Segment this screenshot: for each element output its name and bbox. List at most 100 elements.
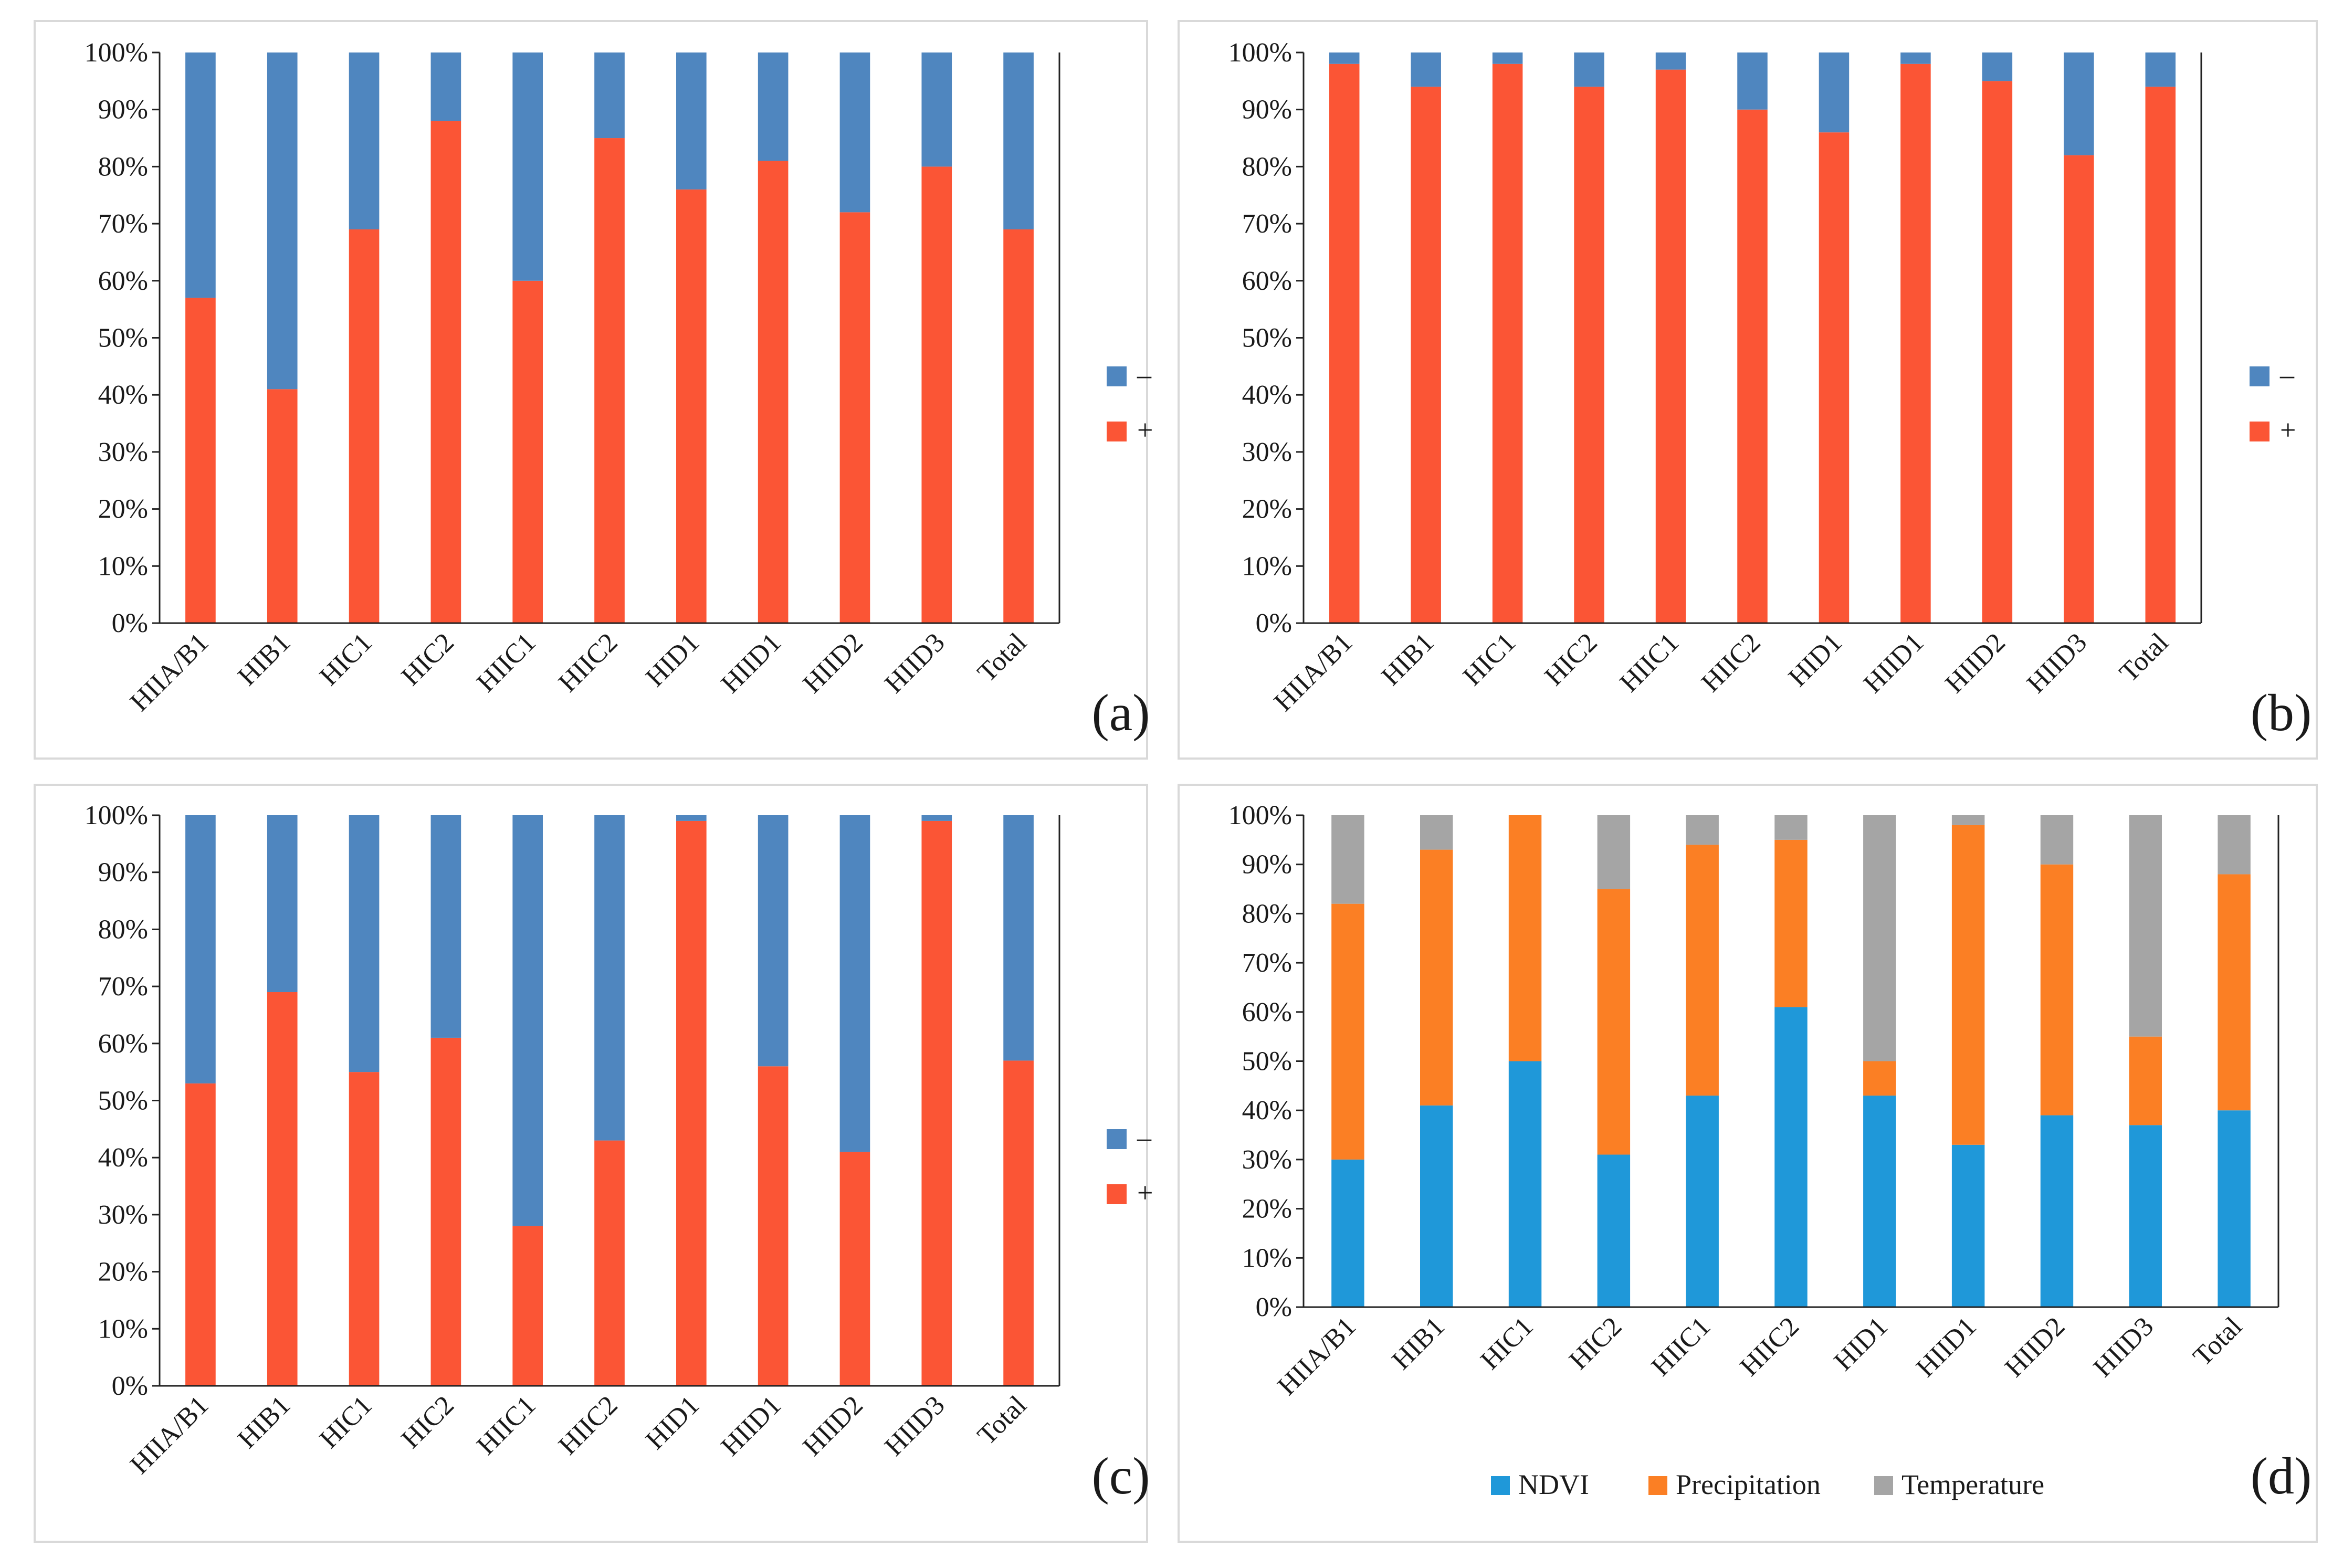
y-tick-label: 60% <box>1242 266 1292 296</box>
y-tick-label: 80% <box>1242 899 1292 929</box>
legend-swatch <box>1107 366 1127 386</box>
bar-segment-c-HIB1-– <box>267 815 298 992</box>
legend-swatch <box>1648 1476 1667 1495</box>
bar-segment-d-HID1-precipitation <box>1863 1061 1896 1096</box>
bar-segment-d-HIID3-precipitation <box>2129 1036 2162 1125</box>
bar-segment-c-HIC2-– <box>430 815 461 1038</box>
bar-segment-d-Total-temperature <box>2218 815 2251 875</box>
bar-segment-d-HIB1-ndvi <box>1420 1105 1453 1307</box>
bar-segment-d-HIIC2-ndvi <box>1774 1007 1808 1307</box>
legend-label: NDVI <box>1518 1469 1589 1500</box>
bar-segment-a-HIC1-+ <box>349 229 380 624</box>
bar-segment-d-HID1-temperature <box>1863 815 1896 1061</box>
bar-segment-a-HIID3-+ <box>921 166 952 623</box>
bar-segment-a-HIID1-– <box>758 52 789 161</box>
bar-segment-b-HIID1-+ <box>1900 64 1931 624</box>
legend-swatch <box>1491 1476 1510 1495</box>
y-tick-label: 90% <box>98 858 148 888</box>
bar-segment-d-HIIC1-precipitation <box>1686 845 1719 1096</box>
panel-label: (b) <box>2251 683 2312 742</box>
y-tick-label: 0% <box>112 1371 148 1401</box>
panel-frame <box>34 20 1148 760</box>
bar-segment-c-HIIA-B1-+ <box>185 1083 216 1386</box>
bar-segment-c-HIC2-+ <box>430 1037 461 1386</box>
bar-segment-c-HIID1-– <box>758 815 789 1067</box>
bar-segment-a-HID1-– <box>676 52 707 190</box>
bar-segment-a-HIID1-+ <box>758 161 789 623</box>
y-tick-label: 100% <box>85 38 148 68</box>
bar-segment-b-HIIA-B1-– <box>1329 52 1360 64</box>
bar-segment-c-HIID3-– <box>921 815 952 821</box>
bar-segment-d-HIIC1-ndvi <box>1686 1096 1719 1307</box>
bar-segment-d-HIIA-B1-temperature <box>1331 815 1364 904</box>
bar-segment-a-HIB1-+ <box>267 389 298 623</box>
bar-segment-d-HIID1-ndvi <box>1951 1144 1985 1307</box>
bar-segment-b-HIIC1-+ <box>1655 69 1686 624</box>
bar-segment-d-HIIA-B1-precipitation <box>1331 903 1364 1160</box>
bar-segment-c-HIID3-+ <box>921 820 952 1386</box>
legend-swatch <box>1107 1129 1127 1149</box>
bar-segment-c-HIIC2-– <box>594 815 625 1141</box>
y-tick-label: 10% <box>1242 551 1292 581</box>
legend-swatch <box>2250 422 2270 441</box>
bar-segment-d-Total-precipitation <box>2218 874 2251 1111</box>
bar-segment-a-HIID2-– <box>839 52 870 213</box>
bar-segment-a-HIID3-– <box>921 52 952 167</box>
y-tick-label: 70% <box>1242 209 1292 239</box>
y-tick-label: 40% <box>98 380 148 410</box>
y-tick-label: 0% <box>1256 1292 1292 1322</box>
y-tick-label: 60% <box>1242 997 1292 1027</box>
chart-panel-c: 0%10%20%30%40%50%60%70%80%90%100%HIIA/B1… <box>34 784 1153 1543</box>
bar-segment-d-HIID2-temperature <box>2040 815 2074 865</box>
bar-segment-c-Total-– <box>1003 815 1034 1061</box>
bar-segment-d-HIID2-precipitation <box>2040 864 2074 1116</box>
chart-panel-d: 0%10%20%30%40%50%60%70%80%90%100%HIIA/B1… <box>1178 784 2318 1543</box>
bar-segment-b-HIC1-– <box>1492 52 1523 64</box>
bar-segment-b-HID1-+ <box>1819 132 1850 623</box>
legend-label: Precipitation <box>1676 1469 1821 1500</box>
bar-segment-a-HIC1-– <box>349 52 380 229</box>
legend-label: + <box>1137 414 1153 446</box>
bar-segment-c-HIIC1-– <box>512 815 543 1226</box>
y-tick-label: 30% <box>1242 1145 1292 1175</box>
y-tick-label: 20% <box>98 494 148 524</box>
bar-segment-c-HIC1-– <box>349 815 380 1072</box>
bar-segment-b-HIID2-– <box>1982 52 2013 81</box>
bar-segment-c-HID1-– <box>676 815 707 821</box>
bar-segment-c-HIIC1-+ <box>512 1226 543 1386</box>
bar-segment-a-Total-– <box>1003 52 1034 229</box>
bar-segment-d-HIC2-temperature <box>1597 815 1631 889</box>
bar-segment-c-HIB1-+ <box>267 992 298 1386</box>
y-tick-label: 80% <box>98 152 148 182</box>
bar-segment-d-HIC1-precipitation <box>1508 815 1542 1061</box>
legend-label: + <box>1137 1177 1153 1208</box>
bar-segment-a-HIC2-– <box>430 52 461 121</box>
bar-segment-d-HID1-ndvi <box>1863 1096 1896 1307</box>
bar-segment-a-HIIC2-– <box>594 52 625 139</box>
y-tick-label: 60% <box>98 1029 148 1059</box>
bar-segment-b-HIID3-– <box>2064 52 2094 155</box>
legend-label: – <box>2279 359 2295 391</box>
y-tick-label: 50% <box>1242 323 1292 353</box>
y-tick-label: 30% <box>98 437 148 467</box>
y-tick-label: 100% <box>85 801 148 830</box>
y-tick-label: 70% <box>98 209 148 239</box>
y-tick-label: 40% <box>98 1143 148 1173</box>
panel-label: (c) <box>1092 1447 1150 1505</box>
bar-segment-c-HIIC2-+ <box>594 1140 625 1386</box>
y-tick-label: 0% <box>112 608 148 638</box>
y-tick-label: 40% <box>1242 1096 1292 1125</box>
y-tick-label: 50% <box>98 323 148 353</box>
bar-segment-a-HID1-+ <box>676 189 707 623</box>
y-tick-label: 50% <box>98 1086 148 1116</box>
y-tick-label: 50% <box>1242 1047 1292 1077</box>
bar-segment-d-HIIC2-temperature <box>1774 815 1808 840</box>
y-tick-label: 30% <box>98 1200 148 1230</box>
y-tick-label: 60% <box>98 266 148 296</box>
bar-segment-a-HIIC1-– <box>512 52 543 281</box>
bar-segment-a-HIIC2-+ <box>594 138 625 623</box>
bar-segment-a-HIB1-– <box>267 52 298 390</box>
legend-label: Temperature <box>1901 1469 2044 1500</box>
y-tick-label: 100% <box>1228 38 1292 68</box>
